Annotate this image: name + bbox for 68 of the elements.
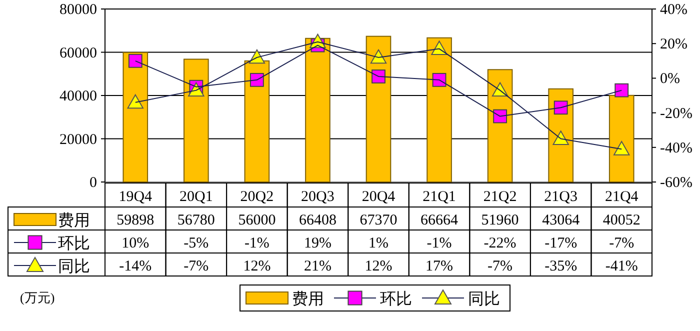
x-tick-label: 21Q1 <box>422 189 456 205</box>
bar <box>244 60 270 182</box>
legend-label: 同比 <box>58 258 90 276</box>
data-label: -7% <box>184 258 209 274</box>
point <box>552 130 569 145</box>
point <box>614 83 629 98</box>
point <box>432 72 446 87</box>
data-label: -17% <box>544 236 578 252</box>
data-label: -1% <box>426 236 452 252</box>
point <box>372 70 386 84</box>
y2-tick-label: -20% <box>660 106 692 122</box>
data-label: 19% <box>304 236 332 252</box>
data-label: 66664 <box>420 212 459 228</box>
y2-tick-label: -60% <box>660 175 692 191</box>
point <box>127 94 144 109</box>
point <box>554 100 568 115</box>
data-label: 56780 <box>177 212 215 228</box>
data-label: -5% <box>184 236 209 252</box>
y2-tick-label: 0% <box>660 71 680 88</box>
x-tick-label: 21Q3 <box>544 189 578 205</box>
data-label: 66408 <box>298 212 336 228</box>
data-label: 10% <box>122 236 150 252</box>
point <box>493 109 508 124</box>
legend: 费用 环比 同比 <box>240 284 510 312</box>
data-label: 12% <box>243 258 271 274</box>
data-label: 1% <box>368 236 388 252</box>
x-tick-label: 20Q4 <box>362 189 396 205</box>
y-tick-label: 0 <box>90 175 97 191</box>
text: (万元) <box>20 290 55 305</box>
bar <box>305 38 330 182</box>
data-label: -41% <box>605 258 638 274</box>
point <box>128 54 142 68</box>
y2-tick-label: 40% <box>660 2 688 18</box>
point <box>250 72 264 87</box>
x-tick-label: 20Q3 <box>301 189 334 205</box>
data-label: -35% <box>544 258 578 274</box>
legend-label: 环比 <box>58 234 90 252</box>
y-tick-label: 60000 <box>60 45 97 62</box>
y-tick-label: 40000 <box>60 88 97 104</box>
data-label: 56000 <box>238 212 276 228</box>
bar <box>184 58 209 182</box>
data-label: 43064 <box>542 212 580 228</box>
data-label: 21% <box>304 258 332 274</box>
x-tick-label: 20Q2 <box>240 189 274 205</box>
data-label: 12% <box>364 258 392 274</box>
bar <box>366 36 392 182</box>
data-label: -1% <box>244 236 270 252</box>
x-tick-label: 21Q2 <box>483 189 517 205</box>
data-label: -7% <box>609 236 634 252</box>
bar <box>608 94 634 182</box>
data-label: 51960 <box>481 212 519 228</box>
data-label: -14% <box>119 258 152 274</box>
y-tick-label: 80000 <box>60 2 97 18</box>
legend-label: 费用 <box>58 212 90 230</box>
point <box>370 49 387 64</box>
x-tick-label: 20Q1 <box>179 189 213 205</box>
data-label: -7% <box>488 258 513 274</box>
data-label: 17% <box>426 258 454 274</box>
y2-tick-label: -40% <box>660 140 692 156</box>
data-label: 59898 <box>116 212 154 228</box>
data-label: 40052 <box>602 212 640 228</box>
point <box>614 141 630 156</box>
x-tick-label: 19Q4 <box>118 189 153 205</box>
y2-tick-label: 20% <box>660 36 688 53</box>
data-label: -22% <box>484 236 516 252</box>
data-label: 67370 <box>360 212 398 228</box>
x-tick-label: 21Q4 <box>604 189 639 205</box>
y-tick-label: 20000 <box>60 132 97 148</box>
